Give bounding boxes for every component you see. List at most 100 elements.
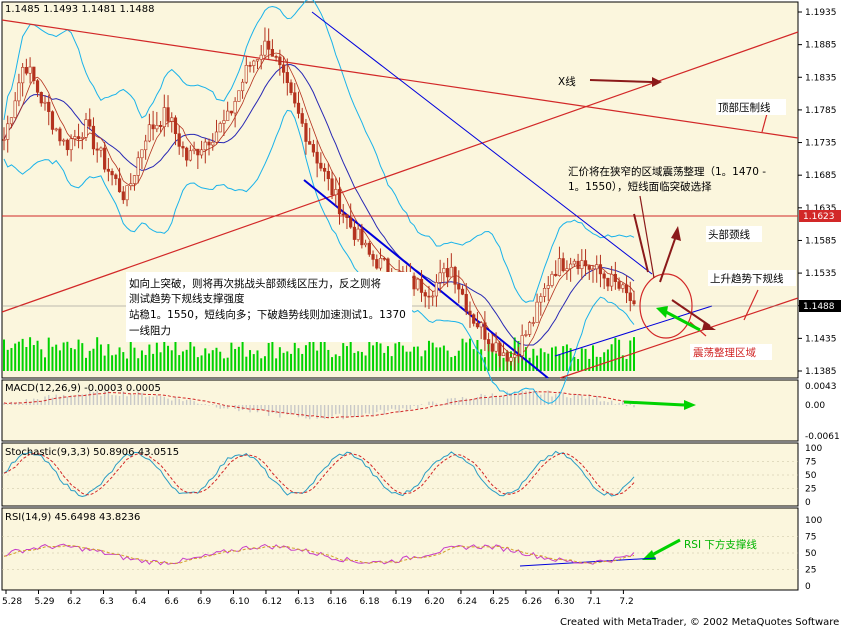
candle-body bbox=[69, 138, 73, 151]
macd-label: 0.0043 bbox=[805, 382, 837, 392]
candle-body bbox=[434, 282, 439, 297]
volume-bar bbox=[569, 348, 572, 371]
candle-body bbox=[617, 281, 621, 289]
volume-bar bbox=[450, 357, 453, 371]
x-line-arrowhead bbox=[652, 77, 662, 87]
volume-bar bbox=[308, 339, 311, 371]
rising-trend-line-lower bbox=[559, 297, 799, 379]
candle-body bbox=[412, 275, 416, 290]
date-label: 6.26 bbox=[522, 597, 542, 607]
candle-body bbox=[252, 60, 256, 66]
candle-body bbox=[121, 191, 125, 201]
candle-body bbox=[147, 124, 151, 142]
volume-bar bbox=[368, 338, 371, 371]
candle-body bbox=[2, 139, 6, 141]
volume-bar bbox=[357, 351, 360, 371]
candle-body bbox=[211, 141, 215, 146]
candle-body bbox=[322, 167, 327, 172]
zone-label: 震荡整理区域 bbox=[693, 346, 756, 359]
volume-bar bbox=[282, 352, 285, 371]
volume-bar bbox=[189, 339, 192, 371]
candle-body bbox=[453, 266, 457, 285]
candle-body bbox=[330, 178, 334, 196]
volume-bar bbox=[193, 346, 196, 371]
rising-below-arrow bbox=[743, 289, 759, 321]
candle-body bbox=[203, 141, 207, 151]
candle-body bbox=[274, 56, 278, 58]
candle-body bbox=[17, 82, 21, 102]
candle-body bbox=[170, 117, 174, 122]
candle-body bbox=[58, 128, 62, 142]
price-label: 1.1585 bbox=[805, 236, 837, 246]
volume-bar bbox=[353, 352, 356, 371]
date-label: 6.30 bbox=[554, 597, 574, 607]
volume-bar bbox=[178, 355, 181, 371]
zone-green-arrowhead bbox=[656, 306, 668, 318]
candle-body bbox=[192, 148, 196, 152]
volume-bar bbox=[614, 337, 617, 371]
candle-body bbox=[91, 125, 96, 150]
stochastic-label: 0 bbox=[805, 498, 811, 508]
volume-bar bbox=[625, 358, 628, 371]
date-label: 6.6 bbox=[164, 597, 179, 607]
rsi-label: 100 bbox=[805, 516, 822, 526]
volume-bar bbox=[152, 353, 155, 371]
volume-bar bbox=[610, 344, 613, 371]
volume-bar bbox=[200, 355, 203, 371]
date-label: 7.1 bbox=[587, 597, 601, 607]
candle-body bbox=[166, 107, 170, 122]
volume-bar bbox=[234, 348, 237, 371]
volume-bar bbox=[427, 340, 430, 371]
volume-bar bbox=[278, 347, 281, 371]
stochastic-label: 75 bbox=[805, 458, 816, 468]
candle-body bbox=[550, 273, 554, 286]
candle-body bbox=[531, 322, 535, 324]
volume-bar bbox=[88, 350, 91, 371]
breakout-up-arrowhead bbox=[671, 226, 681, 241]
candle-body bbox=[24, 67, 28, 74]
volume-bar bbox=[618, 339, 621, 371]
date-label: 6.10 bbox=[229, 597, 249, 607]
candle-body bbox=[244, 65, 248, 83]
volume-bar bbox=[263, 356, 266, 371]
volume-bar bbox=[588, 358, 591, 371]
volume-bar bbox=[401, 345, 404, 371]
volume-bar bbox=[293, 342, 296, 371]
volume-bar bbox=[476, 339, 479, 371]
candle-body bbox=[554, 273, 558, 276]
volume-bar bbox=[573, 356, 576, 371]
candle-body bbox=[226, 110, 230, 121]
volume-bar bbox=[304, 345, 307, 371]
volume-bar bbox=[431, 342, 434, 371]
volume-bar bbox=[170, 350, 173, 371]
volume-bar bbox=[331, 357, 334, 371]
candle-body bbox=[267, 40, 271, 50]
candle-body bbox=[188, 150, 192, 161]
candle-body bbox=[326, 171, 330, 180]
candle-body bbox=[207, 141, 211, 146]
breakdown-arrow bbox=[671, 299, 711, 327]
candle-body bbox=[457, 284, 461, 290]
volume-bar bbox=[252, 354, 255, 371]
top-pressure-label: 顶部压制线 bbox=[718, 101, 771, 114]
candle-body bbox=[99, 147, 103, 151]
candle-body bbox=[628, 292, 632, 301]
volume-bar bbox=[17, 341, 20, 371]
volume-bar bbox=[58, 350, 61, 371]
volume-bar bbox=[633, 337, 635, 371]
candle-body bbox=[375, 259, 379, 269]
volume-bar bbox=[107, 344, 110, 371]
candle-body bbox=[572, 260, 576, 265]
volume-bar bbox=[480, 349, 483, 371]
candle-body bbox=[341, 213, 345, 216]
price-label: 1.1435 bbox=[805, 334, 837, 344]
candle-body bbox=[569, 263, 573, 269]
volume-bar bbox=[472, 349, 475, 371]
fast-moving-average bbox=[3, 52, 635, 357]
neckline-label-bg bbox=[706, 226, 762, 242]
volume-bar bbox=[536, 355, 539, 371]
candle-body bbox=[528, 322, 532, 335]
volume-bar bbox=[111, 355, 114, 371]
macd-panel bbox=[1, 379, 799, 442]
candle-body bbox=[21, 67, 25, 84]
